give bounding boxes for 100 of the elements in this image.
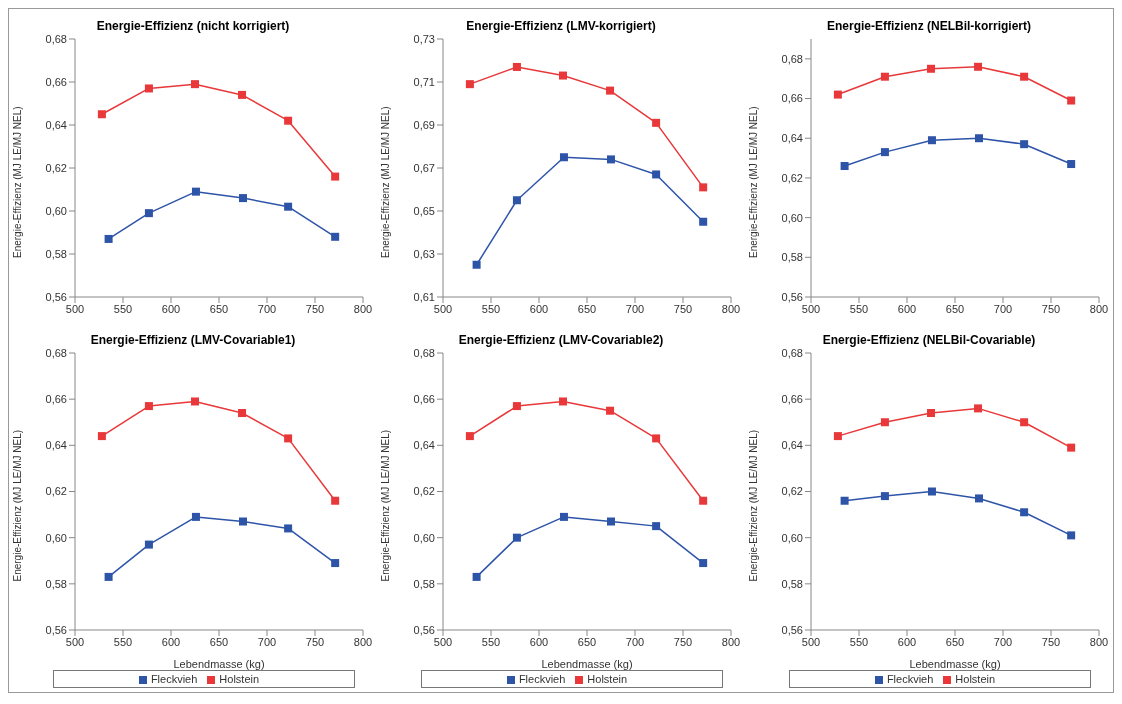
y-tick-label: 0,60: [45, 204, 67, 217]
point: [191, 80, 199, 89]
y-tick-label: 0,65: [413, 204, 435, 217]
point: [465, 80, 474, 89]
x-tick-label: 550: [849, 302, 869, 315]
point: [512, 533, 521, 542]
y-tick-label: 0,62: [45, 485, 67, 498]
point: [144, 540, 153, 549]
legend-label: Holstein: [587, 673, 628, 685]
x-tick-label: 750: [305, 635, 325, 648]
y-tick-label: 0,66: [45, 393, 67, 406]
y-tick-label: 0,67: [413, 161, 435, 174]
y-tick-label: 0,56: [413, 623, 435, 636]
point: [1020, 418, 1029, 427]
point: [472, 572, 481, 581]
y-tick-label: 0,68: [45, 32, 67, 45]
point: [840, 162, 849, 171]
y-tick-label: 0,58: [781, 251, 803, 264]
y-tick-label: 0,60: [45, 531, 67, 544]
point: [284, 202, 293, 211]
point: [699, 217, 708, 226]
x-tick-label: 500: [801, 635, 821, 648]
y-axis-title: Energie-Effizienz (MJ LE/MJ NEL): [379, 106, 391, 258]
y-tick-label: 0,64: [45, 439, 67, 452]
legend-label: Holstein: [219, 673, 260, 685]
y-axis-title: Energie-Effizienz (MJ LE/MJ NEL): [747, 106, 759, 258]
y-tick-label: 0,68: [781, 346, 803, 359]
x-tick-label: 800: [721, 302, 741, 315]
x-tick-label: 700: [257, 635, 277, 648]
point: [191, 512, 200, 521]
point: [1067, 531, 1076, 540]
legend-label: Fleckvieh: [150, 673, 198, 685]
y-axis-title: Energie-Effizienz (MJ LE/MJ NEL): [11, 106, 23, 258]
point: [512, 196, 521, 205]
point: [607, 517, 615, 526]
y-tick-label: 0,62: [413, 485, 435, 498]
y-tick-label: 0,60: [413, 531, 435, 544]
x-tick-label: 800: [1089, 635, 1109, 648]
point: [880, 148, 889, 157]
y-axis-title: Energie-Effizienz (MJ LE/MJ NEL): [11, 429, 23, 582]
y-tick-label: 0,68: [781, 52, 803, 65]
legend-label: Fleckvieh: [886, 673, 934, 685]
x-tick-label: 700: [625, 302, 645, 315]
y-tick-label: 0,64: [781, 439, 803, 452]
x-tick-label: 800: [1089, 302, 1109, 315]
point: [144, 402, 153, 411]
chart-title: Energie-Effizienz (LMV-korrigiert): [465, 19, 657, 33]
point: [559, 397, 567, 406]
chart-title: Energie-Effizienz (LMV-Covariable2): [457, 333, 665, 347]
point: [559, 512, 568, 521]
point: [559, 153, 568, 162]
chart-title: Energie-Effizienz (LMV-Covariable1): [89, 333, 297, 347]
point: [840, 496, 849, 505]
legend-label: Holstein: [955, 673, 996, 685]
legend-label: Fleckvieh: [518, 673, 566, 685]
point: [974, 62, 983, 71]
point: [331, 559, 340, 568]
x-tick-label: 600: [161, 635, 181, 648]
point: [465, 432, 474, 441]
point: [652, 118, 661, 127]
x-tick-label: 700: [993, 635, 1013, 648]
point: [927, 64, 935, 73]
point: [472, 260, 481, 269]
x-tick-label: 650: [209, 635, 229, 648]
y-axis-title: Energie-Effizienz (MJ LE/MJ NEL): [747, 429, 759, 582]
point: [284, 434, 293, 443]
y-tick-label: 0,56: [781, 623, 803, 636]
point: [331, 496, 340, 505]
point: [833, 432, 842, 441]
y-tick-label: 0,60: [781, 531, 803, 544]
y-tick-label: 0,56: [45, 623, 67, 636]
x-tick-label: 500: [65, 635, 85, 648]
point: [606, 86, 615, 95]
point: [331, 172, 340, 181]
x-tick-label: 800: [721, 635, 741, 648]
y-tick-label: 0,68: [413, 346, 435, 359]
y-tick-label: 0,68: [45, 346, 67, 359]
point: [606, 406, 615, 415]
y-tick-label: 0,56: [45, 290, 67, 303]
x-tick-label: 650: [945, 302, 965, 315]
y-tick-label: 0,62: [781, 171, 803, 184]
point: [512, 62, 521, 71]
x-tick-label: 550: [481, 635, 501, 648]
x-tick-label: 650: [577, 302, 597, 315]
x-tick-label: 500: [433, 635, 453, 648]
point: [512, 402, 521, 411]
x-tick-label: 700: [993, 302, 1013, 315]
point: [239, 517, 247, 526]
x-tick-label: 650: [577, 635, 597, 648]
x-tick-label: 800: [353, 635, 373, 648]
point: [1020, 140, 1029, 149]
point: [144, 84, 153, 93]
x-tick-label: 650: [209, 302, 229, 315]
point: [97, 110, 106, 119]
x-axis-title: Lebendmasse (kg): [173, 658, 265, 670]
point: [975, 494, 983, 503]
x-tick-label: 500: [65, 302, 85, 315]
y-tick-label: 0,58: [45, 247, 67, 260]
point: [833, 90, 842, 99]
x-tick-label: 600: [529, 635, 549, 648]
